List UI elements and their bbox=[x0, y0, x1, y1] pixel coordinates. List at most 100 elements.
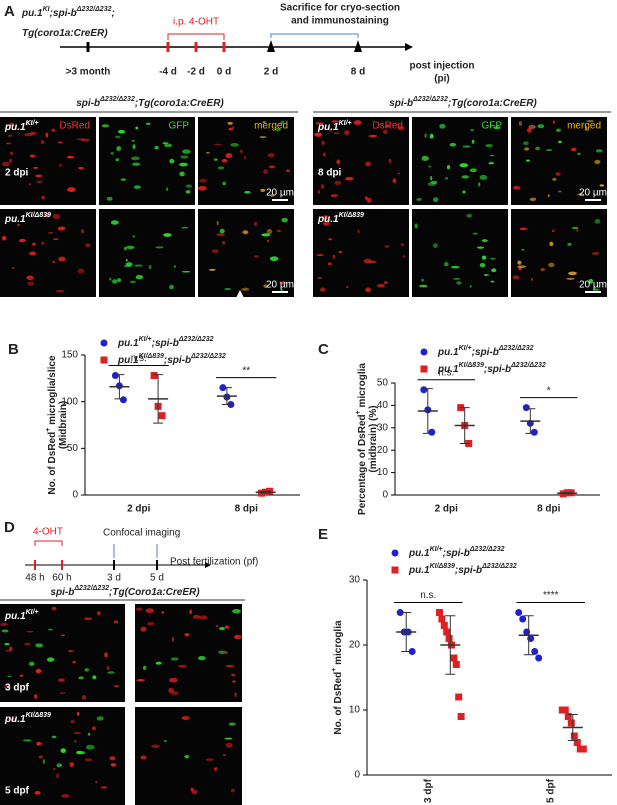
time-label: 3 dpf bbox=[5, 683, 30, 694]
cell bbox=[462, 190, 466, 194]
cell bbox=[76, 711, 80, 716]
cell bbox=[234, 692, 237, 698]
cell bbox=[2, 235, 7, 241]
cell bbox=[469, 168, 477, 173]
cell bbox=[530, 278, 534, 281]
cell bbox=[185, 184, 193, 188]
cell bbox=[145, 608, 155, 614]
text-segment: KI/Δ839 bbox=[139, 353, 164, 360]
cell bbox=[557, 190, 562, 193]
cell bbox=[224, 625, 230, 629]
cell bbox=[100, 786, 108, 789]
arrow-head bbox=[405, 43, 413, 51]
cell bbox=[228, 127, 234, 131]
x-tick-label: 2 dpi bbox=[435, 504, 459, 515]
text-segment: Tg(coro1a:CreER) bbox=[22, 28, 108, 39]
cell bbox=[96, 716, 104, 721]
cell bbox=[113, 684, 120, 688]
cell bbox=[244, 190, 251, 194]
data-point bbox=[530, 428, 538, 436]
error-bar bbox=[459, 407, 470, 444]
cell bbox=[78, 166, 84, 170]
text-segment: Δ232/Δ232 bbox=[510, 362, 546, 369]
cell bbox=[479, 262, 486, 268]
cell bbox=[143, 665, 147, 671]
cell bbox=[146, 621, 155, 626]
text-segment: microglia/slice bbox=[47, 355, 58, 428]
cell bbox=[443, 262, 449, 267]
cell bbox=[323, 152, 326, 157]
text-segment: spi-b bbox=[50, 587, 74, 598]
y-tick-label: 10 bbox=[377, 467, 389, 478]
text-segment: + bbox=[355, 410, 362, 414]
data-point bbox=[445, 635, 453, 642]
cell bbox=[92, 675, 97, 680]
cell bbox=[8, 718, 17, 721]
text-segment: KI/+ bbox=[430, 546, 443, 553]
cell bbox=[462, 145, 471, 148]
cell bbox=[208, 268, 216, 271]
text-segment: microglia bbox=[333, 620, 344, 668]
cell bbox=[135, 126, 139, 130]
panel-letter: A bbox=[4, 3, 15, 20]
cell bbox=[233, 634, 242, 640]
cell bbox=[327, 262, 332, 266]
tick-triangle bbox=[267, 40, 275, 52]
cell bbox=[170, 657, 179, 661]
data-point bbox=[564, 713, 572, 720]
error-bar bbox=[562, 492, 573, 495]
cell bbox=[73, 732, 82, 734]
micrograph bbox=[313, 117, 409, 205]
data-point bbox=[150, 372, 158, 380]
y-tick-label: 50 bbox=[377, 378, 389, 389]
text-segment: Δ232/Δ232 bbox=[469, 546, 505, 553]
cell bbox=[132, 144, 136, 150]
cell bbox=[317, 189, 321, 194]
cell bbox=[528, 124, 536, 129]
cell bbox=[117, 278, 122, 283]
scale-bar-label: 20 µm bbox=[579, 280, 607, 291]
cell bbox=[595, 149, 603, 153]
cell bbox=[4, 643, 10, 646]
text-segment: ;spi-b bbox=[152, 338, 179, 349]
cell bbox=[116, 146, 122, 151]
cell bbox=[171, 636, 174, 642]
cell bbox=[267, 153, 275, 158]
cell bbox=[211, 249, 219, 253]
cell bbox=[218, 650, 227, 654]
cell bbox=[70, 719, 75, 724]
cell bbox=[432, 243, 438, 248]
cell bbox=[41, 241, 45, 245]
cell bbox=[322, 215, 330, 221]
row-label: pu.1KI/+ bbox=[4, 120, 39, 132]
cell bbox=[329, 129, 333, 132]
cell bbox=[281, 217, 288, 223]
injection-label: 4-OHT bbox=[33, 527, 63, 538]
cell bbox=[135, 274, 144, 280]
data-point bbox=[452, 661, 460, 668]
cell bbox=[489, 154, 495, 157]
text-segment: (Midbrain) bbox=[58, 401, 69, 449]
cell bbox=[421, 155, 429, 161]
cell bbox=[36, 180, 43, 183]
cell bbox=[59, 692, 66, 694]
cell bbox=[366, 197, 372, 203]
cell bbox=[383, 129, 388, 135]
text-segment: No. of DsRed bbox=[333, 672, 344, 735]
cell bbox=[199, 178, 208, 183]
text-segment: microglia bbox=[357, 363, 368, 411]
cell bbox=[576, 228, 579, 232]
cell bbox=[125, 259, 128, 262]
row-label: pu.1KI/Δ839 bbox=[4, 712, 51, 724]
cell bbox=[433, 197, 439, 203]
cell bbox=[346, 286, 349, 288]
cell bbox=[125, 262, 133, 267]
cell bbox=[217, 166, 225, 170]
text-segment: KI/+ bbox=[139, 336, 152, 343]
cell bbox=[181, 270, 191, 273]
cell bbox=[400, 243, 405, 247]
y-axis-label: No. of DsRed+ microglia bbox=[331, 620, 343, 735]
cell bbox=[243, 155, 246, 160]
cell bbox=[181, 226, 189, 229]
cell bbox=[91, 726, 96, 731]
